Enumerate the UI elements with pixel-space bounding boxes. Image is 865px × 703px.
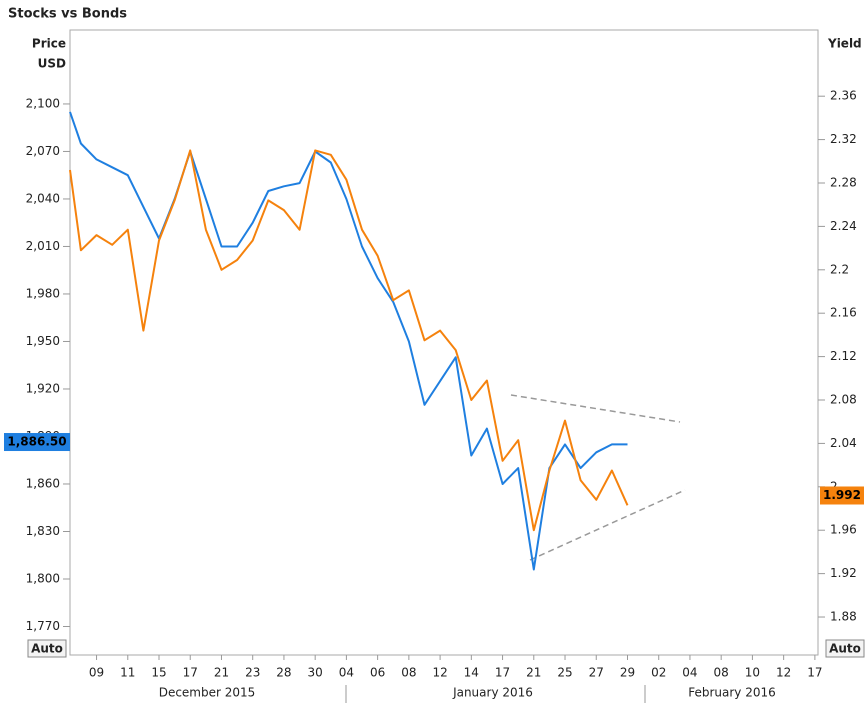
month-label: February 2016	[688, 686, 776, 700]
y2-tick-label: 1.88	[830, 610, 857, 624]
month-label: December 2015	[159, 686, 256, 700]
x-tick-label: 12	[432, 666, 447, 680]
y2-tick-label: 2.08	[830, 393, 857, 407]
x-tick-label: 23	[245, 666, 260, 680]
y2-tick-label: 2.04	[830, 436, 857, 450]
x-tick-label: 17	[807, 666, 822, 680]
y2-tick-label: 2.36	[830, 89, 857, 103]
x-tick-label: 09	[89, 666, 104, 680]
x-tick-label: 30	[308, 666, 323, 680]
x-tick-label: 08	[714, 666, 729, 680]
x-tick-label: 11	[120, 666, 135, 680]
x-tick-label: 21	[214, 666, 229, 680]
x-tick-label: 15	[151, 666, 166, 680]
x-tick-label: 25	[557, 666, 572, 680]
y-tick-label: 2,040	[26, 191, 60, 205]
y2-axis-label: Yield	[827, 37, 862, 51]
trend-line	[529, 489, 686, 561]
y2-tick-label: 2	[830, 479, 838, 493]
x-tick-label: 10	[745, 666, 760, 680]
x-tick-label: 29	[620, 666, 635, 680]
x-tick-label: 04	[682, 666, 697, 680]
last-value-label: 1,886.50	[7, 435, 66, 449]
x-tick-label: 21	[526, 666, 541, 680]
last-value-tag	[820, 486, 864, 505]
y2-tick-label: 2.28	[830, 175, 857, 189]
y-tick-label: 1,830	[26, 524, 60, 538]
series-line	[69, 149, 629, 532]
x-tick-label: 02	[651, 666, 666, 680]
x-tick-label: 17	[495, 666, 510, 680]
y-tick-label: 1,950	[26, 334, 60, 348]
y-tick-label: 2,010	[26, 239, 60, 253]
x-tick-label: 08	[401, 666, 416, 680]
y-tick-label: 1,920	[26, 381, 60, 395]
y-tick-label: 1,860	[26, 476, 60, 490]
auto-button-label[interactable]: Auto	[31, 642, 63, 656]
last-value-label: 1.992	[823, 488, 861, 502]
x-tick-label: 12	[776, 666, 791, 680]
y-axis-label: USD	[38, 57, 66, 71]
auto-button[interactable]	[825, 639, 865, 658]
x-tick-label: 28	[276, 666, 291, 680]
x-tick-label: 17	[183, 666, 198, 680]
y-tick-label: 2,100	[26, 96, 60, 110]
y-tick-label: 2,070	[26, 144, 60, 158]
month-label: January 2016	[452, 686, 533, 700]
y2-tick-label: 2.32	[830, 132, 857, 146]
auto-button[interactable]	[27, 639, 67, 658]
last-value-tag	[4, 433, 70, 452]
y-tick-label: 1,800	[26, 571, 60, 585]
y-axis-label: Price	[32, 37, 66, 51]
y2-tick-label: 1.92	[830, 566, 857, 580]
y2-tick-label: 2.12	[830, 349, 857, 363]
chart-title: Stocks vs Bonds	[8, 7, 127, 22]
y2-tick-label: 2.2	[830, 262, 849, 276]
x-tick-label: 06	[370, 666, 385, 680]
plot-area	[69, 29, 819, 656]
y2-tick-label: 2.16	[830, 306, 857, 320]
y-tick-label: 1,770	[26, 619, 60, 633]
y-tick-label: 1,980	[26, 286, 60, 300]
trend-line	[510, 394, 681, 423]
auto-button-label[interactable]: Auto	[829, 642, 861, 656]
y2-tick-label: 1.96	[830, 523, 857, 537]
x-tick-label: 14	[464, 666, 479, 680]
x-tick-label: 04	[339, 666, 354, 680]
x-tick-label: 27	[589, 666, 604, 680]
y2-tick-label: 2.24	[830, 219, 857, 233]
